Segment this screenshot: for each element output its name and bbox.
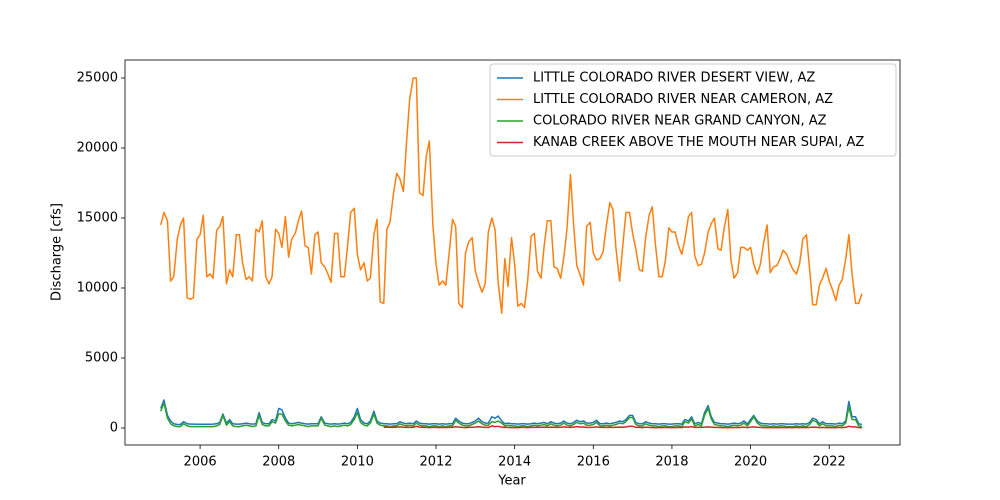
series-line	[383, 425, 862, 429]
x-tick-label: 2006	[184, 455, 217, 470]
x-tick-label: 2010	[341, 455, 374, 470]
plot-frame	[124, 59, 901, 446]
x-tick-label: 2022	[813, 455, 846, 470]
y-tick-label: 25000	[77, 70, 118, 85]
x-axis-label: Year	[497, 474, 526, 489]
series-line	[160, 402, 863, 428]
legend-label: COLORADO RIVER NEAR GRAND CANYON, AZ	[533, 114, 827, 129]
legend-label: LITTLE COLORADO RIVER DESERT VIEW, AZ	[533, 71, 815, 86]
y-tick-label: 20000	[77, 140, 118, 155]
y-tick-label: 5000	[85, 350, 118, 365]
x-tick-label: 2020	[734, 455, 767, 470]
legend-label: KANAB CREEK ABOVE THE MOUTH NEAR SUPAI, …	[533, 135, 864, 150]
x-tick-label: 2012	[419, 455, 452, 470]
legend-label: LITTLE COLORADO RIVER NEAR CAMERON, AZ	[533, 92, 833, 107]
y-tick-label: 0	[110, 420, 118, 435]
x-tick-label: 2018	[655, 455, 688, 470]
legend-box	[489, 63, 897, 157]
x-tick-label: 2016	[577, 455, 610, 470]
y-axis-label: Discharge [cfs]	[50, 203, 65, 301]
x-tick-label: 2008	[262, 455, 295, 470]
series-line	[160, 399, 863, 426]
series-line	[160, 77, 863, 314]
x-tick-label: 2014	[498, 455, 531, 470]
y-tick-label: 10000	[77, 280, 118, 295]
y-tick-label: 15000	[77, 210, 118, 225]
